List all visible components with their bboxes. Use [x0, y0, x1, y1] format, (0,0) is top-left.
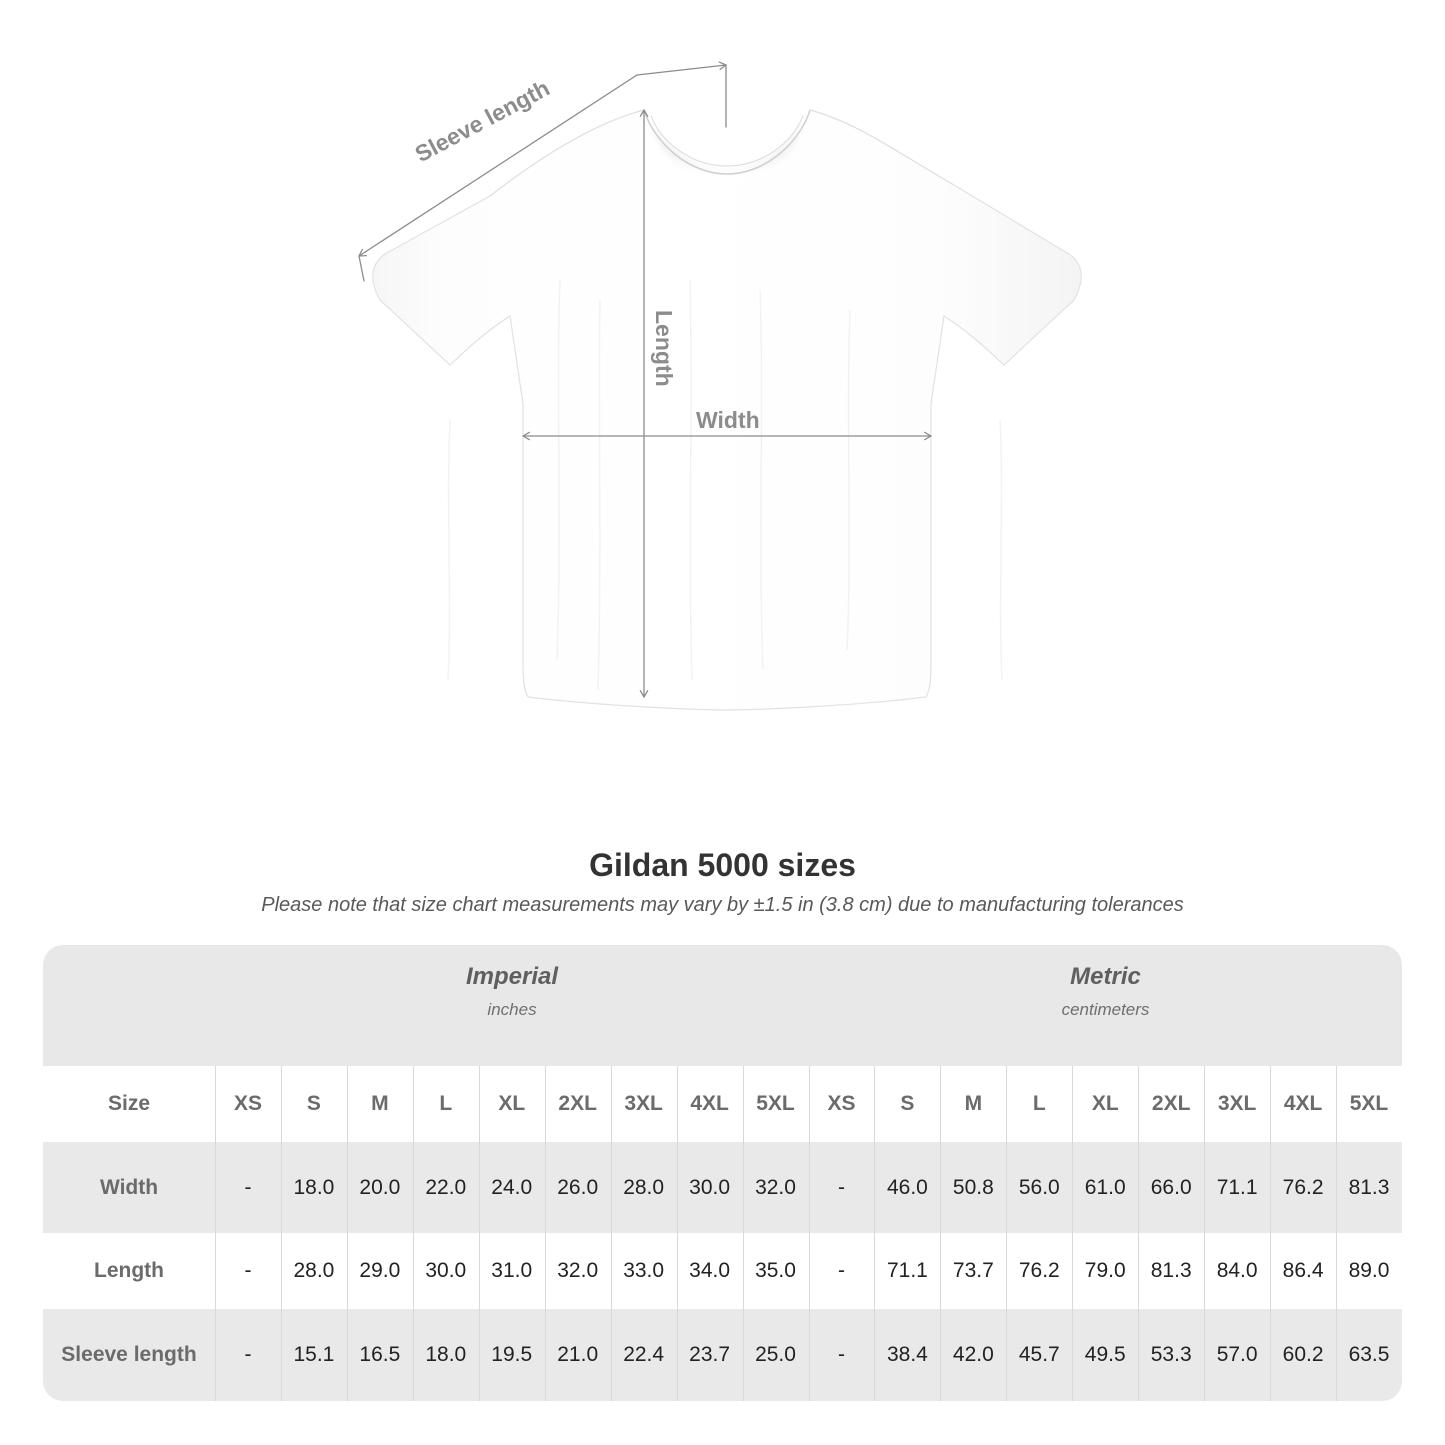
svg-text:Length: Length [651, 310, 677, 387]
svg-text:Sleeve length: Sleeve length [411, 75, 554, 168]
svg-text:Width: Width [696, 407, 760, 433]
